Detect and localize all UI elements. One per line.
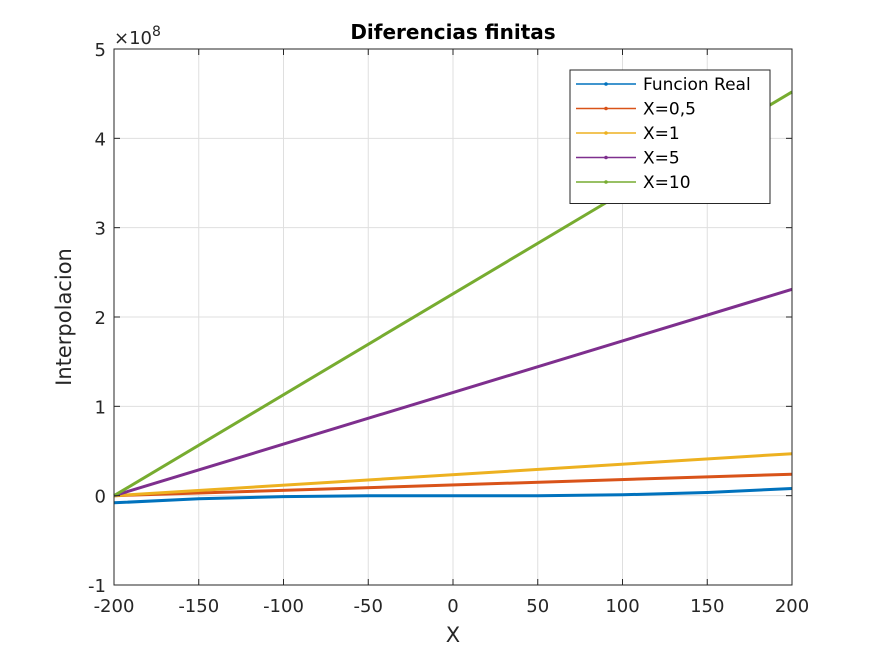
y-axis-label: Interpolacion: [52, 248, 76, 386]
y-tick-label: -1: [88, 576, 106, 597]
legend-marker: [604, 82, 608, 86]
legend-marker: [604, 155, 608, 160]
chart-title: Diferencias finitas: [350, 20, 555, 44]
y-exponent-power: 8: [152, 24, 161, 40]
x-tick-label: 50: [526, 596, 549, 617]
y-tick-label: 3: [95, 219, 106, 240]
y-tick-label: 1: [95, 397, 106, 418]
y-tick-label: 2: [95, 308, 106, 329]
legend-label: X=1: [643, 124, 680, 144]
x-tick-label: -50: [354, 596, 383, 617]
legend-label: Funcion Real: [643, 75, 751, 95]
x-tick-label: 200: [775, 596, 809, 617]
x-tick-label: -200: [94, 596, 135, 617]
y-tick-label: 4: [95, 129, 106, 150]
y-exponent-base: ×10: [114, 28, 152, 49]
x-tick-label: 100: [605, 596, 639, 617]
legend-marker: [604, 180, 608, 184]
legend: Funcion Real X=0,5 X=1 X=5 X=10: [569, 69, 771, 204]
x-tick-label: -150: [178, 596, 219, 617]
series-line-1: [113, 472, 793, 498]
legend-marker: [604, 131, 608, 135]
y-tick-label: 5: [95, 40, 106, 61]
x-tick-label: -100: [263, 596, 304, 617]
legend-label: X=5: [643, 149, 680, 169]
x-tick-label: 150: [690, 596, 724, 617]
y-exponent-label: ×108: [114, 24, 161, 49]
x-axis-label: X: [446, 623, 460, 647]
legend-label: X=0,5: [643, 100, 696, 120]
legend-label: X=10: [643, 173, 691, 193]
ticks: -200 -150 -100 -50 0 50 100 150 200 -1 0 1 2 3 4 5: [88, 40, 809, 617]
x-tick-label: 0: [447, 596, 458, 617]
legend-marker: [604, 106, 608, 111]
y-tick-label: 0: [95, 487, 106, 508]
series-line-3: [113, 287, 793, 498]
series-line-0: [113, 487, 793, 505]
series-line-2: [113, 452, 793, 498]
